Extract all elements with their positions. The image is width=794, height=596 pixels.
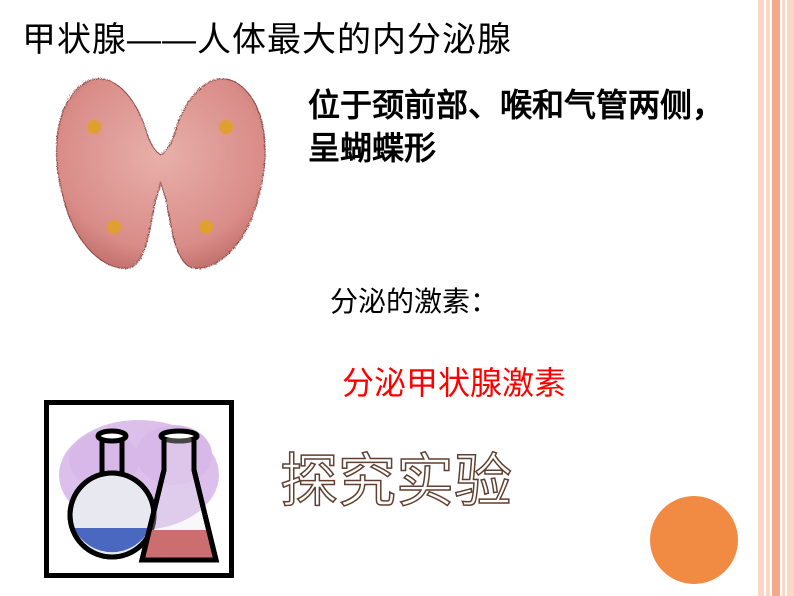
stripe-4 xyxy=(782,0,785,596)
thyroid-icon xyxy=(44,72,276,282)
flask-icon xyxy=(44,400,234,578)
stripe-5 xyxy=(787,0,794,596)
location-description: 位于颈前部、喉和气管两侧，呈蝴蝶形 xyxy=(308,84,748,170)
hormone-label: 分泌的激素： xyxy=(330,280,498,320)
experiment-label: 探究实验 xyxy=(280,434,512,518)
accent-circle-icon xyxy=(650,496,738,584)
right-stripes xyxy=(758,0,794,596)
page-title: 甲状腺——人体最大的内分泌腺 xyxy=(22,12,512,61)
stripe-1 xyxy=(758,0,764,596)
hormone-value: 分泌甲状腺激素 xyxy=(342,358,566,404)
stripe-3 xyxy=(772,0,780,596)
stripe-2 xyxy=(766,0,770,596)
